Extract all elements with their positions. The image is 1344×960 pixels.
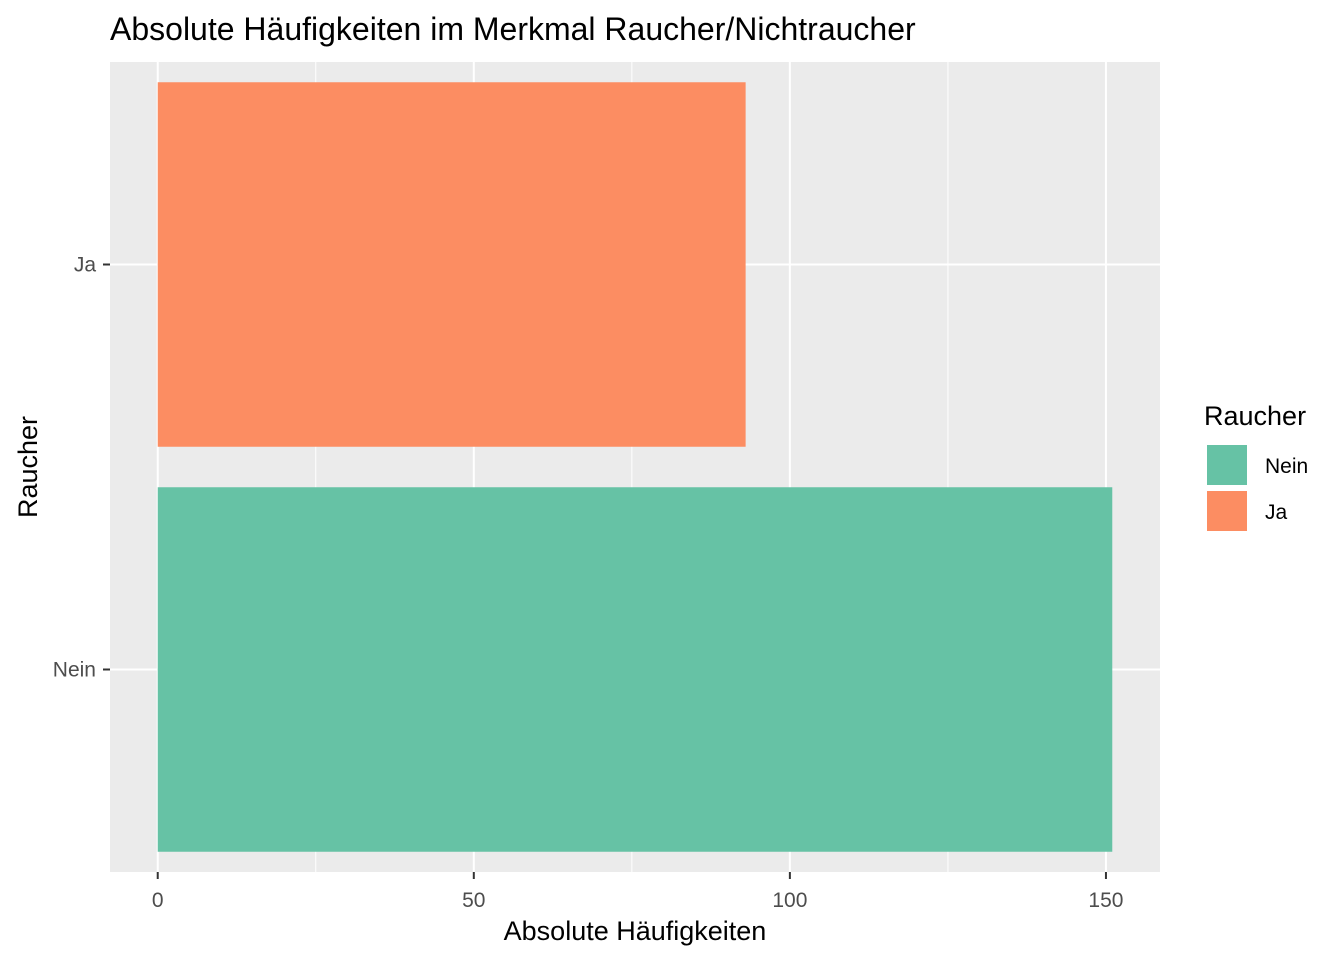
legend: Raucher Nein Ja [1204,401,1308,533]
y-tick-label: Ja [74,254,97,277]
x-tick-label: 50 [462,889,485,912]
legend-label-ja: Ja [1265,501,1288,524]
legend-title: Raucher [1204,401,1306,431]
legend-key-nein [1205,443,1249,487]
chart-title: Absolute Häufigkeiten im Merkmal Raucher… [110,11,916,47]
x-axis-title: Absolute Häufigkeiten [504,916,767,946]
legend-key-ja [1205,489,1249,533]
x-tick-label: 100 [772,889,807,912]
bars [157,82,1113,852]
bar-ja [157,82,746,447]
legend-label-nein: Nein [1265,455,1308,478]
x-tick-label: 150 [1088,889,1123,912]
bar-nein [157,487,1113,852]
y-axis: Nein Ja [53,254,110,682]
x-axis: 0 50 100 150 [152,872,1123,912]
y-tick-label: Nein [53,659,96,682]
x-tick-label: 0 [152,889,164,912]
y-axis-title: Raucher [13,416,43,518]
